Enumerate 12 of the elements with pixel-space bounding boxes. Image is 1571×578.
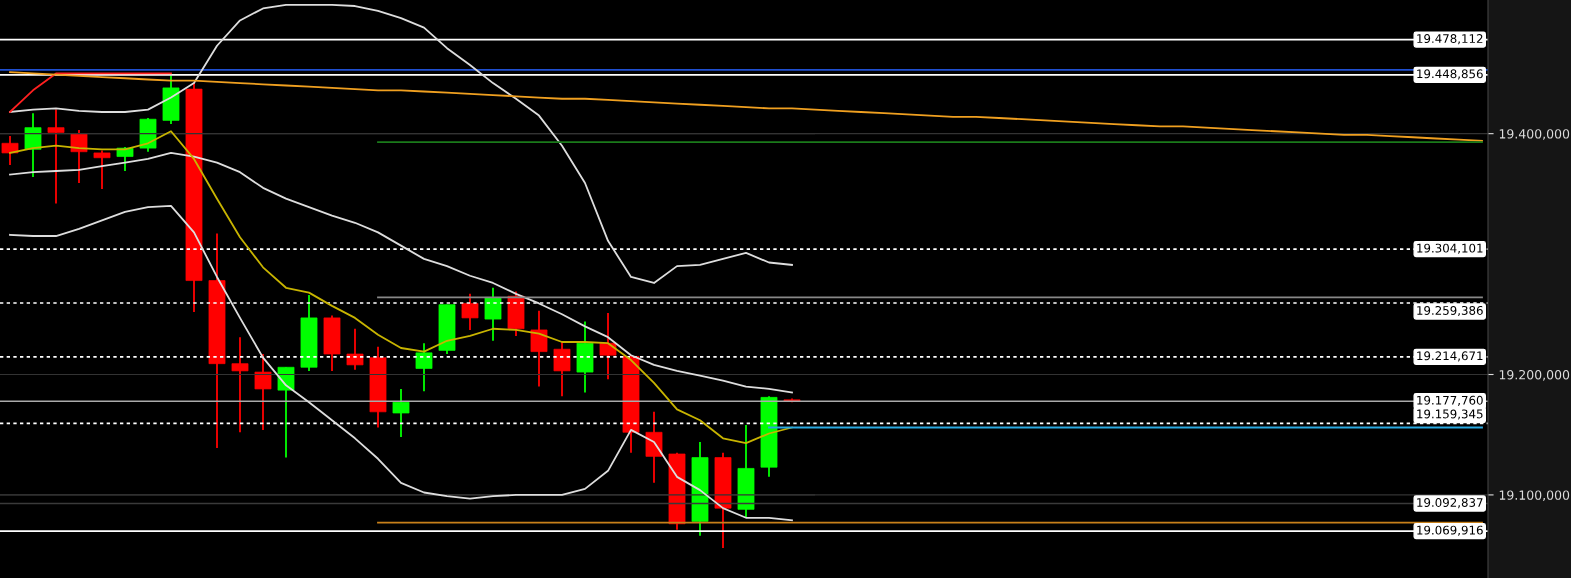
ref-line-label: 19.259,386 xyxy=(1417,305,1483,317)
ref-line-label: 19.214,671 xyxy=(1417,351,1483,362)
ref-line-label: 19.177,760 xyxy=(1417,395,1483,406)
ref-line-label: 19.304,101 xyxy=(1417,243,1483,254)
ref-line-label: 19.069,916 xyxy=(1417,525,1483,536)
ref-line-label: 19.448,856 xyxy=(1417,69,1483,80)
y-tick-label: 19.100,000 xyxy=(1499,490,1570,502)
ref-line-label: 19.092,837 xyxy=(1417,498,1483,509)
ref-line-label: 19.159,345 xyxy=(1417,409,1483,420)
y-tick-label: 19.400,000 xyxy=(1499,129,1570,140)
y-tick-label: 19.200,000 xyxy=(1499,369,1570,381)
ref-line-label: 19.478,112 xyxy=(1417,34,1483,45)
